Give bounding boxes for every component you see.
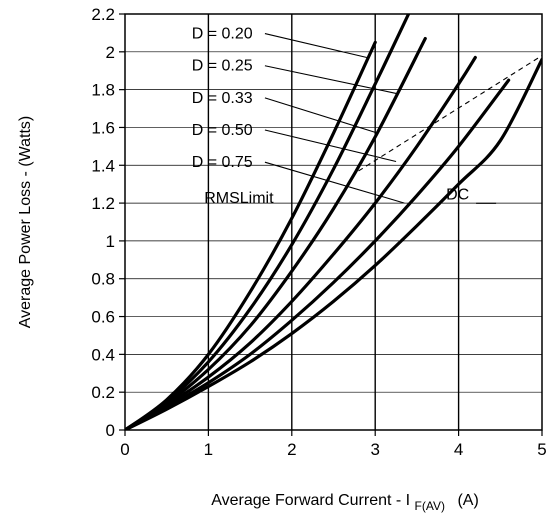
leader-line-d-0-20 xyxy=(264,33,367,59)
y-tick-label: 2 xyxy=(106,43,115,62)
series-line-d-0-75 xyxy=(125,78,511,430)
x-axis-label-unit: (A) xyxy=(457,492,478,509)
rms-limit-line xyxy=(358,55,543,172)
series-line-d-0-33 xyxy=(125,36,427,430)
y-tick-label: 0.8 xyxy=(91,270,115,289)
x-tick-labels: 0 1 2 3 4 5 xyxy=(120,440,546,459)
y-tick-label: 1.6 xyxy=(91,118,115,137)
series-line-d-0-25 xyxy=(125,14,411,430)
y-tick-label: 0.2 xyxy=(91,383,115,402)
annotation-layer: D = 0.20 D = 0.25 D = 0.33 D = 0.50 D = 0.75… xyxy=(192,26,497,207)
series-layer xyxy=(125,14,543,430)
y-tick-label: 1.4 xyxy=(91,156,115,175)
annotation-d-0-50: D = 0.50 xyxy=(192,122,253,139)
y-tick-label: 1.8 xyxy=(91,81,115,100)
annotation-rmslimit: RMSLimit xyxy=(204,190,274,207)
x-axis-label: Average Forward Current - I F(AV) (A) xyxy=(211,492,479,513)
y-tick-labels: 0 0.2 0.4 0.6 0.8 1 1.2 1.4 1.6 1.8 2 2.2 xyxy=(91,5,115,440)
annotation-dc: DC xyxy=(446,186,469,203)
series-line-d-0-50 xyxy=(125,55,477,430)
y-tick-label: 2.2 xyxy=(91,5,115,24)
y-tick-label: 0.4 xyxy=(91,345,115,364)
annotation-d-0-33: D = 0.33 xyxy=(192,90,253,107)
y-axis-label: Average Power Loss - (Watts) xyxy=(17,116,34,329)
annotation-d-0-25: D = 0.25 xyxy=(192,58,253,75)
x-tick-label: 0 xyxy=(120,440,129,459)
leader-line-d-0-25 xyxy=(264,65,397,94)
x-tick-label: 3 xyxy=(370,440,379,459)
y-tick-label: 0 xyxy=(106,421,115,440)
annotation-d-0-20: D = 0.20 xyxy=(192,26,253,43)
x-axis-label-main: Average Forward Current - I xyxy=(211,492,410,509)
x-axis-label-sub: F(AV) xyxy=(415,499,445,513)
x-tick-label: 4 xyxy=(454,440,463,459)
annotation-d-0-75: D = 0.75 xyxy=(192,154,253,171)
x-tick-label: 5 xyxy=(537,440,546,459)
y-tick-label: 1.2 xyxy=(91,194,115,213)
plot-frame xyxy=(124,13,543,431)
x-tick-label: 1 xyxy=(204,440,213,459)
leader-line-d-0-50 xyxy=(264,129,397,163)
leader-line-d-0-75 xyxy=(264,161,405,204)
series-line-dc xyxy=(125,57,542,430)
grid xyxy=(119,13,543,436)
leader-line-d-0-33 xyxy=(264,97,378,134)
y-tick-label: 0.6 xyxy=(91,308,115,327)
y-tick-label: 1 xyxy=(106,232,115,251)
x-tick-label: 2 xyxy=(287,440,296,459)
